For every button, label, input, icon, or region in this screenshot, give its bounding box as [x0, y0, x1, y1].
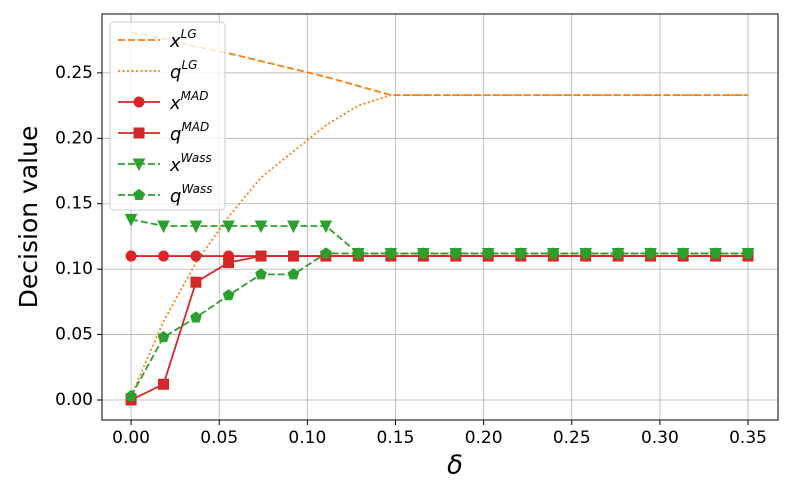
y-tick-label: 0.00 [55, 390, 93, 410]
x-tick-label: 0.35 [729, 428, 767, 448]
marker [222, 289, 235, 301]
x-tick-label: 0.30 [641, 428, 679, 448]
legend-label: xWass [169, 151, 212, 177]
x-tick-label: 0.15 [377, 428, 415, 448]
legend-label-base: q [170, 62, 181, 83]
y-axis-label: Decision value [14, 126, 43, 309]
y-tick-label: 0.20 [55, 128, 93, 148]
legend-label: xLG [169, 27, 197, 53]
marker [158, 250, 170, 262]
legend-label: qWass [170, 182, 213, 208]
marker [677, 247, 689, 259]
marker [157, 220, 170, 234]
y-tick-label: 0.05 [55, 325, 93, 345]
marker [547, 247, 560, 259]
y-tick-label: 0.15 [55, 194, 93, 214]
marker [515, 247, 527, 259]
legend-label-sup: Wass [181, 151, 212, 165]
x-tick-label: 0.05 [200, 428, 238, 448]
legend-label-base: x [169, 93, 181, 114]
y-tick-label: 0.10 [55, 259, 93, 279]
marker [254, 220, 268, 234]
marker [125, 250, 137, 262]
marker [612, 247, 624, 259]
marker [189, 220, 203, 234]
marker [287, 268, 300, 280]
x-tick-label: 0.20 [465, 428, 503, 448]
marker [158, 378, 170, 390]
x-tick-label: 0.00 [112, 428, 150, 448]
marker [190, 276, 202, 288]
legend-label-sup: LG [181, 27, 197, 41]
marker [449, 247, 462, 259]
x-tick-label: 0.25 [553, 428, 591, 448]
marker [223, 257, 235, 269]
marker [287, 220, 300, 234]
marker [287, 250, 299, 262]
legend-label-sup: MAD [181, 120, 209, 134]
series-line [130, 252, 749, 397]
legend-marker [133, 96, 145, 108]
legend-label-sup: Wass [181, 182, 212, 196]
marker [709, 247, 722, 259]
legend-label: xMAD [169, 89, 208, 115]
x-axis-label: δ [447, 451, 463, 481]
series-line [130, 255, 749, 401]
marker [125, 389, 137, 402]
legend-marker [133, 188, 145, 200]
marker [417, 247, 430, 259]
marker [222, 220, 235, 234]
legend-label-base: x [169, 31, 181, 52]
marker [742, 247, 754, 259]
legend-label: qLG [170, 58, 197, 84]
legend-label-base: q [170, 124, 181, 145]
plot-frame [101, 13, 779, 421]
marker [320, 247, 332, 259]
marker [352, 247, 365, 259]
marker [157, 331, 170, 343]
legend-label-base: x [169, 155, 181, 176]
marker [482, 247, 495, 259]
marker [644, 247, 657, 259]
marker [190, 311, 202, 323]
marker [190, 250, 202, 262]
marker [255, 250, 267, 262]
marker [579, 247, 592, 259]
marker [319, 220, 333, 234]
y-tick-label: 0.25 [55, 63, 93, 83]
legend-marker [132, 158, 146, 172]
series-line [130, 94, 749, 397]
marker [385, 247, 397, 259]
legend-label-base: q [170, 186, 181, 207]
legend-label-sup: MAD [181, 89, 209, 103]
legend-label-sup: LG [181, 58, 197, 72]
marker [124, 213, 138, 227]
x-tick-label: 0.10 [288, 428, 326, 448]
legend-marker [133, 127, 145, 139]
marker [255, 268, 267, 280]
legend-label: qMAD [170, 120, 209, 146]
